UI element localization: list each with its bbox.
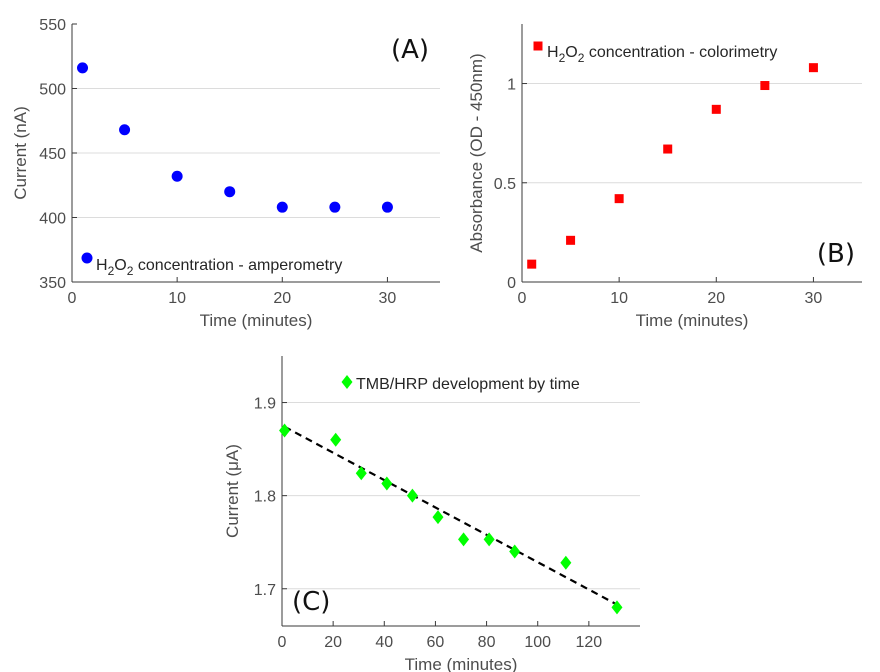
x-tick-label: 60 — [427, 634, 445, 651]
legend-marker — [81, 252, 93, 264]
legend-label-part: 2 — [578, 51, 585, 65]
legend-label-part: O — [565, 44, 577, 61]
legend-label-part: O — [114, 257, 126, 274]
data-point — [279, 423, 291, 438]
data-point — [432, 510, 444, 525]
y-tick-label: 550 — [39, 17, 66, 34]
x-tick-label: 0 — [278, 634, 287, 651]
legend-label-part: 2 — [559, 51, 566, 65]
data-point — [458, 532, 470, 547]
legend-marker — [341, 375, 353, 389]
legend-label-part: H — [547, 44, 559, 61]
data-point — [760, 81, 770, 91]
legend: H2O2 concentration - colorimetry — [533, 41, 777, 65]
x-tick-label: 20 — [707, 290, 725, 307]
y-axis-label: Current (μA) — [223, 444, 242, 538]
legend-label-part: concentration - colorimetry — [584, 44, 777, 61]
y-tick-label: 1.7 — [254, 582, 276, 599]
legend-label: H2O2 concentration - colorimetry — [547, 44, 777, 65]
x-axis-label: Time (minutes) — [636, 311, 749, 330]
y-tick-label: 1 — [507, 77, 516, 94]
y-tick-label: 500 — [39, 82, 66, 99]
data-point — [381, 476, 393, 491]
data-point — [119, 124, 131, 136]
data-point — [406, 488, 418, 503]
panel-label: (A) — [391, 35, 429, 65]
legend: H2O2 concentration - amperometry — [81, 252, 342, 278]
x-tick-label: 80 — [478, 634, 496, 651]
data-point — [224, 186, 236, 198]
data-point — [171, 170, 183, 182]
x-tick-label: 100 — [524, 634, 551, 651]
legend-label: TMB/HRP development by time — [356, 376, 580, 393]
data-point — [566, 235, 576, 245]
x-tick-label: 30 — [805, 290, 823, 307]
legend-label: H2O2 concentration - amperometry — [96, 257, 342, 278]
data-point — [77, 62, 89, 74]
data-point — [663, 144, 673, 154]
data-point — [560, 555, 572, 570]
data-point — [329, 201, 341, 213]
data-point — [330, 432, 342, 447]
x-tick-label: 120 — [576, 634, 603, 651]
data-point — [611, 600, 623, 615]
y-tick-label: 1.9 — [254, 396, 276, 413]
data-point — [711, 104, 721, 114]
legend-label-part: 2 — [127, 264, 134, 278]
x-tick-label: 30 — [379, 290, 397, 307]
x-tick-label: 10 — [610, 290, 628, 307]
y-tick-label: 0.5 — [494, 176, 516, 193]
x-tick-label: 10 — [168, 290, 186, 307]
data-point — [355, 466, 367, 481]
panel-c: 1.7 1.8 1.9 0 20 40 60 80 100 120 Time (minutes) Cu… — [223, 356, 640, 672]
x-axis-label: Time (minutes) — [200, 311, 313, 330]
x-tick-label: 0 — [518, 290, 527, 307]
legend-label-part: H — [96, 257, 108, 274]
fit-line — [284, 425, 618, 606]
legend: TMB/HRP development by time — [341, 375, 580, 393]
panel-label: (B) — [817, 239, 855, 269]
legend-label-part: 2 — [108, 264, 115, 278]
data-point — [808, 63, 818, 73]
x-tick-label: 20 — [324, 634, 342, 651]
y-axis-label: Absorbance (OD - 450nm) — [467, 53, 486, 252]
x-tick-label: 40 — [375, 634, 393, 651]
data-point — [381, 201, 393, 213]
data-point — [614, 194, 624, 204]
x-tick-label: 20 — [273, 290, 291, 307]
y-tick-label: 1.8 — [254, 489, 276, 506]
data-point — [483, 532, 495, 547]
y-tick-label: 400 — [39, 211, 66, 228]
legend-label-part: concentration - amperometry — [133, 257, 342, 274]
panel-a: 350 400 450 500 550 0 10 20 30 Time (minutes) Curr… — [11, 17, 440, 330]
data-point — [276, 201, 288, 213]
y-axis-label: Current (nA) — [11, 106, 30, 200]
y-tick-label: 450 — [39, 146, 66, 163]
x-axis-label: Time (minutes) — [405, 655, 518, 672]
data-point — [509, 544, 521, 559]
x-tick-label: 0 — [68, 290, 77, 307]
legend-marker — [533, 41, 543, 51]
panel-label: (C) — [292, 587, 330, 617]
y-tick-label: 350 — [39, 275, 66, 292]
y-tick-label: 0 — [507, 275, 516, 292]
data-point — [527, 259, 537, 269]
